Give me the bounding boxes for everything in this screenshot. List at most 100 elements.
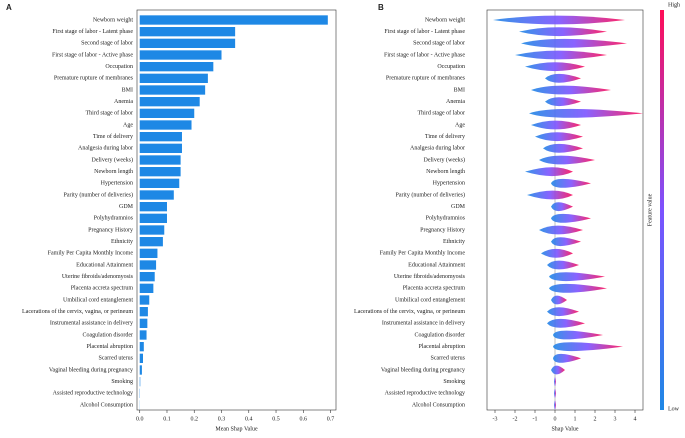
- y-tick-label: Third stage of labor: [86, 110, 133, 117]
- y-tick-label: Placenta accreta spectrum: [403, 286, 466, 292]
- x-tick-label: 0.0: [136, 416, 144, 422]
- y-tick-label: Hypertension: [433, 181, 465, 187]
- swarm: [549, 284, 607, 293]
- swarm: [539, 226, 583, 235]
- swarm: [493, 16, 625, 25]
- y-tick-label: First stage of labor - Active phase: [52, 51, 133, 58]
- y-tick-label: Coagulation disorder: [83, 332, 134, 338]
- y-tick-label: Educational Attainment: [408, 262, 465, 268]
- bar: [140, 249, 158, 258]
- x-tick-label: 0.6: [300, 416, 308, 422]
- y-tick-label: Third stage of labor: [418, 110, 465, 117]
- y-tick-label: Analgesia during labor: [410, 146, 465, 152]
- y-tick-label: Second stage of labor: [81, 40, 133, 47]
- swarm: [525, 62, 585, 71]
- y-tick-label: Alcohol Consumption: [412, 402, 465, 408]
- swarm: [551, 214, 591, 223]
- x-tick-label: 1: [574, 416, 577, 422]
- y-tick-label: Uterine fibroids/adenomyosis: [62, 273, 134, 280]
- swarm: [521, 39, 627, 48]
- swarm: [529, 109, 643, 118]
- swarm: [527, 191, 573, 200]
- y-tick-label: Polyhydramnios: [94, 216, 134, 222]
- bar: [140, 120, 192, 129]
- y-tick-label: Family Per Capita Monthly Income: [48, 251, 134, 257]
- bar: [140, 202, 167, 211]
- bar: [140, 377, 141, 386]
- swarm: [547, 319, 585, 328]
- y-tick-label: Anemia: [114, 99, 133, 105]
- y-tick-label: Placental abruption: [87, 344, 134, 350]
- swarm: [515, 51, 607, 60]
- y-tick-label: BMI: [454, 87, 465, 93]
- y-tick-label: Ethnicity: [111, 239, 133, 245]
- y-tick-label: Premature rupture of membranes: [54, 75, 134, 82]
- y-tick-label: Coagulation disorder: [415, 332, 466, 338]
- y-tick-label: Alcohol Consumption: [80, 402, 133, 408]
- y-tick-label: Delivery (weeks): [92, 156, 133, 163]
- y-tick-label: Assisted reproductive technology: [53, 391, 133, 397]
- swarm: [554, 401, 556, 410]
- bar: [140, 167, 181, 176]
- y-tick-label: Delivery (weeks): [424, 156, 465, 163]
- swarm: [553, 331, 603, 340]
- y-tick-label: Polyhydramnios: [426, 216, 466, 222]
- swarm: [545, 74, 581, 83]
- y-tick-label: BMI: [122, 87, 133, 93]
- bar: [140, 179, 180, 188]
- x-tick-label: -3: [493, 416, 498, 422]
- y-tick-label: Parity (number of deliveries): [396, 191, 465, 198]
- bar: [140, 295, 150, 304]
- y-tick-label: Pregnancy History: [88, 227, 133, 233]
- y-tick-label: Newborn length: [426, 169, 465, 175]
- swarm: [551, 296, 567, 305]
- swarm: [551, 366, 565, 375]
- y-tick-label: First stage of labor - Active phase: [384, 51, 465, 58]
- y-tick-label: Instrumental assistance in delivery: [50, 321, 133, 327]
- swarm: [519, 27, 607, 36]
- x-tick-label: 0.4: [245, 416, 253, 422]
- bar: [140, 109, 195, 118]
- swarm: [549, 272, 605, 281]
- y-tick-label: Parity (number of deliveries): [64, 191, 133, 198]
- y-tick-label: Scarred uterus: [99, 356, 134, 362]
- swarm: [541, 249, 573, 258]
- swarm: [531, 86, 611, 95]
- y-tick-label: GDM: [451, 204, 466, 210]
- bar: [140, 62, 214, 71]
- y-tick-label: Premature rupture of membranes: [386, 75, 466, 82]
- swarm: [551, 237, 581, 246]
- bar: [140, 85, 205, 94]
- colorbar-high: High: [668, 2, 680, 8]
- y-tick-label: Placental abruption: [419, 344, 466, 350]
- swarm: [553, 354, 581, 363]
- y-tick-label: Occupation: [437, 64, 465, 70]
- x-axis-label: Shap Value: [551, 426, 578, 432]
- y-tick-label: Assisted reproductive technology: [385, 391, 465, 397]
- swarm: [547, 261, 579, 270]
- bar: [140, 214, 167, 223]
- y-tick-label: Family Per Capita Monthly Income: [380, 251, 466, 257]
- x-tick-label: 0.5: [272, 416, 280, 422]
- y-tick-label: Vaginal bleeding during pregnancy: [49, 367, 133, 373]
- bar: [140, 155, 181, 164]
- swarm: [551, 179, 591, 188]
- x-tick-label: -1: [533, 416, 538, 422]
- y-tick-label: First stage of labor - Latent phase: [52, 28, 133, 35]
- y-tick-label: Occupation: [105, 64, 133, 70]
- y-tick-label: Age: [123, 122, 133, 128]
- x-tick-label: 0: [554, 416, 557, 422]
- bar: [140, 144, 182, 153]
- bar: [140, 97, 200, 106]
- y-tick-label: Newborn weight: [93, 17, 133, 23]
- y-tick-label: Newborn weight: [425, 17, 465, 23]
- y-tick-label: Smoking: [111, 379, 133, 385]
- x-tick-label: 0.7: [327, 416, 335, 422]
- bar: [140, 354, 143, 363]
- y-tick-label: Uterine fibroids/adenomyosis: [394, 273, 466, 280]
- bar: [140, 39, 235, 48]
- bar: [140, 307, 148, 316]
- y-tick-label: Lacerations of the cervix, vagina, or pe…: [354, 308, 465, 315]
- y-tick-label: Scarred uterus: [431, 356, 466, 362]
